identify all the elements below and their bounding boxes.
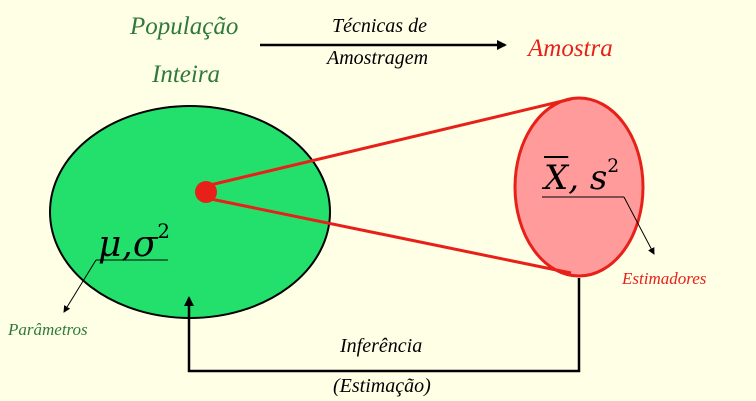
label-parametros: Parâmetros <box>8 320 88 339</box>
cone-line-bottom <box>205 196 572 275</box>
stats-pointer <box>623 196 655 255</box>
label-populacao: População <box>130 13 239 40</box>
cone-line-top <box>205 97 572 188</box>
sample-point <box>195 181 217 203</box>
label-inferencia: Inferência <box>340 335 423 357</box>
inference-arrow <box>184 278 581 373</box>
params-exponent: 2 <box>157 220 171 243</box>
sample-ellipse <box>513 96 645 278</box>
population-ellipse <box>49 105 331 319</box>
params-symbols: μ,σ <box>98 223 158 265</box>
params-pointer <box>63 259 97 313</box>
label-estimadores: Estimadores <box>622 269 707 288</box>
stats-xbar: X <box>544 157 569 198</box>
sample-statistics: X, s2 <box>544 156 620 198</box>
label-inteira: Inteira <box>152 61 221 88</box>
label-estimacao: (Estimação) <box>333 375 431 397</box>
label-tecnicas-line2: Amostragem <box>327 47 429 69</box>
label-tecnicas-line1: Técnicas de <box>332 15 427 37</box>
stats-exponent: 2 <box>607 156 620 177</box>
label-amostra: Amostra <box>528 35 613 62</box>
population-parameters: μ,σ2 <box>98 222 170 263</box>
stats-rest: , s <box>568 157 608 198</box>
